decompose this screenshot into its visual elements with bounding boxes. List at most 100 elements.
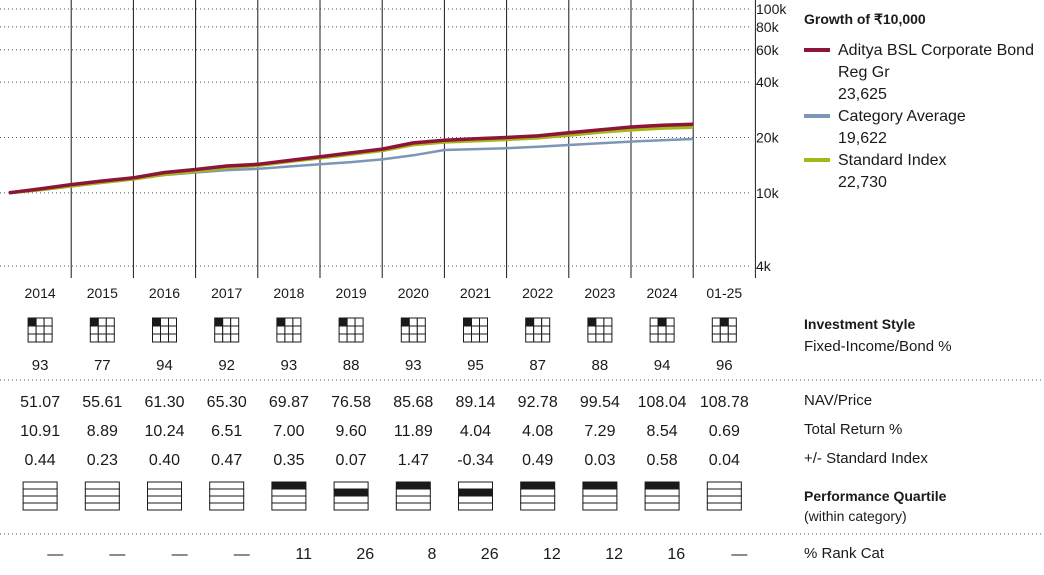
style-box-cell bbox=[727, 333, 737, 343]
style-box-cell bbox=[338, 317, 348, 327]
quartile-cell bbox=[644, 495, 680, 504]
style-box-cell bbox=[603, 317, 613, 327]
rank-cat-5: 26 bbox=[356, 546, 374, 563]
cell-row0-col6: 85.68 bbox=[393, 394, 433, 411]
style-value-7: 95 bbox=[467, 357, 484, 374]
cell-row0-col8: 92.78 bbox=[518, 394, 558, 411]
cell-row2-col7: -0.34 bbox=[457, 452, 494, 469]
style-box-cell bbox=[400, 333, 410, 343]
style-box-cell bbox=[479, 317, 488, 327]
legend-item-index: Standard Index 22,730 bbox=[804, 150, 1040, 194]
y-tick-label-20k: 20k bbox=[756, 130, 780, 146]
quartile-cell bbox=[333, 495, 369, 504]
style-box-2 bbox=[152, 317, 177, 343]
style-box-cell bbox=[657, 333, 667, 343]
style-value-3: 92 bbox=[218, 357, 235, 374]
x-tick-label-2014: 2014 bbox=[25, 285, 56, 301]
style-value-6: 93 bbox=[405, 357, 422, 374]
rank-cat-0: — bbox=[47, 546, 63, 563]
style-value-5: 88 bbox=[343, 357, 360, 374]
style-box-cell bbox=[711, 325, 721, 335]
quartile-box-9 bbox=[582, 481, 618, 511]
series-line-0 bbox=[8, 122, 694, 195]
style-value-1: 77 bbox=[94, 357, 111, 374]
style-box-9 bbox=[587, 317, 613, 343]
quartile-cell bbox=[333, 502, 369, 511]
quartile-cell bbox=[458, 481, 493, 490]
legend-label-index: Standard Index bbox=[838, 152, 947, 169]
quartile-cell bbox=[520, 502, 556, 511]
quartile-cell bbox=[333, 481, 369, 490]
cell-row1-col0: 10.91 bbox=[20, 423, 60, 440]
cell-row1-col6: 11.89 bbox=[394, 423, 433, 440]
style-box-cell bbox=[541, 333, 551, 343]
style-value-10: 94 bbox=[654, 357, 671, 374]
style-box-cell bbox=[276, 333, 286, 343]
style-box-cell bbox=[346, 325, 356, 335]
style-box-cell bbox=[587, 333, 597, 343]
quartile-cell bbox=[147, 481, 182, 490]
quartile-cell bbox=[333, 488, 369, 497]
style-value-0: 93 bbox=[32, 357, 49, 374]
style-value-11: 96 bbox=[716, 357, 733, 374]
rank-cat-6: 8 bbox=[427, 546, 436, 563]
style-box-cell bbox=[471, 325, 480, 335]
style-box-cell bbox=[711, 333, 721, 343]
legend-item-category: Category Average 19,622 bbox=[804, 106, 1040, 150]
quartile-box-11 bbox=[706, 481, 742, 511]
style-box-cell bbox=[35, 333, 45, 343]
cell-row0-col5: 76.58 bbox=[331, 394, 371, 411]
quartile-cell bbox=[706, 481, 742, 490]
cell-row1-col7: 4.04 bbox=[460, 423, 491, 440]
style-box-cell bbox=[533, 333, 543, 343]
style-box-cell bbox=[97, 317, 107, 327]
style-box-cell bbox=[587, 317, 597, 327]
style-box-cell bbox=[603, 325, 613, 335]
style-box-cell bbox=[354, 325, 364, 335]
cell-row1-col5: 9.60 bbox=[336, 423, 367, 440]
style-box-cell bbox=[471, 317, 480, 327]
style-box-cell bbox=[43, 325, 53, 335]
cell-row1-col4: 7.00 bbox=[273, 423, 304, 440]
cell-row2-col5: 0.07 bbox=[336, 452, 367, 469]
style-box-cell bbox=[400, 325, 410, 335]
style-box-11 bbox=[711, 317, 737, 343]
style-box-cell bbox=[338, 325, 348, 335]
style-box-cell bbox=[587, 325, 597, 335]
style-box-0 bbox=[27, 317, 53, 343]
cell-row0-col3: 65.30 bbox=[207, 394, 247, 411]
style-box-cell bbox=[719, 333, 729, 343]
quartile-cell bbox=[209, 488, 245, 497]
cell-row0-col9: 99.54 bbox=[580, 394, 620, 411]
style-box-cell bbox=[408, 325, 418, 335]
style-box-cell bbox=[649, 333, 659, 343]
quartile-cell bbox=[458, 488, 493, 497]
quartile-cell bbox=[271, 488, 307, 497]
cell-row2-col6: 1.47 bbox=[398, 452, 429, 469]
rank-cat-7: 26 bbox=[481, 546, 499, 563]
rank-cat-9: 12 bbox=[605, 546, 623, 563]
cell-row1-col11: 0.69 bbox=[709, 423, 740, 440]
legend-swatch-fund bbox=[804, 48, 830, 52]
quartile-cell bbox=[458, 502, 493, 511]
quartile-cell bbox=[706, 488, 742, 497]
quartile-cell bbox=[582, 481, 618, 490]
quartile-box-1 bbox=[84, 481, 120, 511]
cell-row2-col2: 0.40 bbox=[149, 452, 180, 469]
row-label-total-return: Total Return % bbox=[804, 421, 903, 438]
style-box-cell bbox=[533, 317, 543, 327]
cell-row0-col0: 51.07 bbox=[20, 394, 60, 411]
cell-row0-col4: 69.87 bbox=[269, 394, 309, 411]
style-value-8: 87 bbox=[529, 357, 546, 374]
style-box-cell bbox=[97, 325, 107, 335]
style-box-cell bbox=[657, 317, 667, 327]
style-box-cell bbox=[408, 333, 418, 343]
cell-row2-col11: 0.04 bbox=[709, 452, 740, 469]
quartile-cell bbox=[271, 481, 307, 490]
y-tick-label-10k: 10k bbox=[756, 185, 780, 201]
y-tick-label-4k: 4k bbox=[756, 258, 772, 274]
quartile-cell bbox=[706, 495, 742, 504]
style-box-cell bbox=[284, 325, 294, 335]
